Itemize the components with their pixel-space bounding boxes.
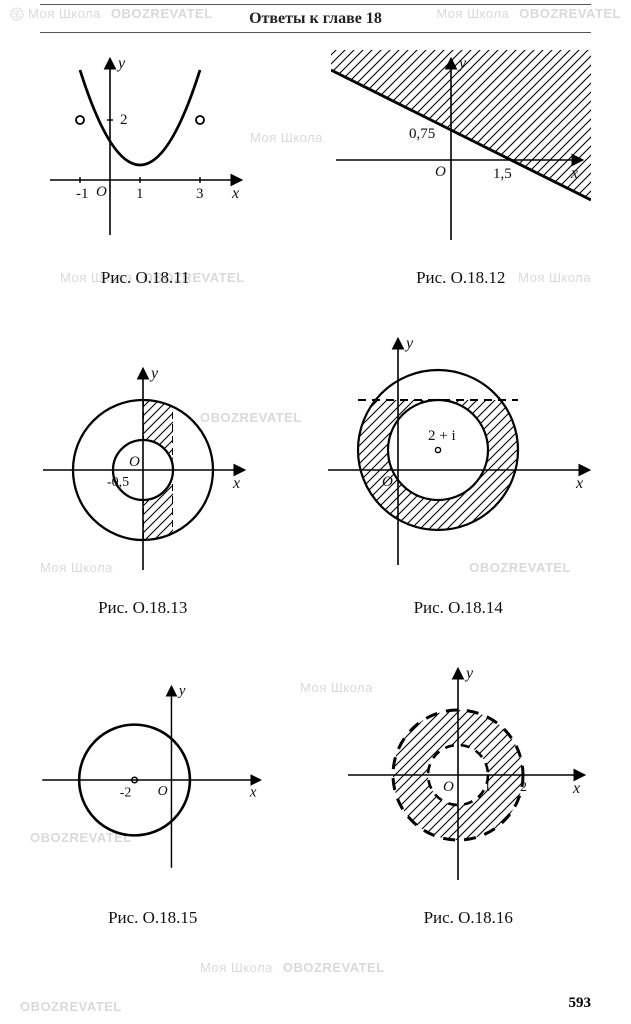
figure-caption: Рис. О.18.11 <box>101 268 190 288</box>
origin-label: O <box>129 454 140 470</box>
rule-bottom <box>40 32 591 33</box>
figure-svg-12: 0,75 1,5 O x y <box>331 50 591 250</box>
figure-caption: Рис. О.18.13 <box>98 598 187 618</box>
x-axis-label: x <box>575 475 583 492</box>
watermark: OBOZREVATEL <box>20 999 122 1014</box>
origin-label: O <box>435 164 446 180</box>
x-axis-label: x <box>249 785 257 801</box>
figure-svg-16: 1 2 O x y <box>338 660 598 890</box>
globe-icon <box>10 7 24 21</box>
figure-row-3: -2 O x y Рис. О.18.15 <box>0 660 631 928</box>
figure-row-1: -1 1 3 2 O x y Рис. О.18.11 <box>0 50 631 288</box>
figure-cell-11: -1 1 3 2 O x y Рис. О.18.11 <box>40 50 250 288</box>
inner-label: -0,5 <box>107 475 129 490</box>
xtick-neg1: -1 <box>76 186 89 202</box>
figure-cell-13: -0,5 O x y Рис. О.18.13 <box>33 360 253 618</box>
x-intercept: 1,5 <box>493 166 512 182</box>
y-axis-label: y <box>457 55 467 72</box>
watermark: Моя Школа OBOZREVATEL <box>200 960 385 975</box>
ytick-2: 2 <box>120 112 128 128</box>
page-number: 593 <box>569 995 592 1012</box>
figure-cell-12: 0,75 1,5 O x y Рис. О.18.12 <box>331 50 591 288</box>
watermark: Моя Школа OBOZREVATEL <box>10 6 213 21</box>
center-label: 2 + i <box>428 428 456 444</box>
figure-cell-16: 1 2 O x y Рис. О.18.16 <box>338 660 598 928</box>
y-axis-label: y <box>177 683 186 699</box>
xtick-3: 3 <box>196 186 204 202</box>
origin-label: O <box>382 474 393 490</box>
rule-top <box>40 4 591 5</box>
figure-svg-13: -0,5 O x y <box>33 360 253 580</box>
xtick-1: 1 <box>136 186 144 202</box>
figure-cell-15: -2 O x y Рис. О.18.15 <box>33 670 273 928</box>
y-axis-label: y <box>149 365 159 382</box>
y-axis-label: y <box>404 335 414 352</box>
origin-label: O <box>96 184 107 200</box>
y-axis-label: y <box>464 665 474 682</box>
figure-caption: Рис. О.18.14 <box>414 598 503 618</box>
figure-svg-15: -2 O x y <box>33 670 273 890</box>
xtick-2: 2 <box>520 780 527 795</box>
figure-svg-14: 2 + i O x y <box>318 330 598 580</box>
watermark: Моя Школа OBOZREVATEL <box>436 6 621 21</box>
figure-caption: Рис. О.18.12 <box>416 268 505 288</box>
x-axis-label: x <box>570 165 578 182</box>
center-label: -2 <box>120 785 132 800</box>
y-intercept: 0,75 <box>409 126 435 142</box>
page: Ответы к главе 18 Моя Школа OBOZREVATEL … <box>0 0 631 1024</box>
x-axis-label: x <box>231 185 239 202</box>
y-axis-label: y <box>116 55 126 72</box>
figure-caption: Рис. О.18.15 <box>108 908 197 928</box>
origin-label: O <box>443 779 454 795</box>
origin-label: O <box>157 783 167 798</box>
x-axis-label: x <box>572 780 580 797</box>
figure-svg-11: -1 1 3 2 O x y <box>40 50 250 250</box>
xtick-1: 1 <box>484 780 491 795</box>
figure-caption: Рис. О.18.16 <box>424 908 513 928</box>
x-axis-label: x <box>232 475 240 492</box>
figure-cell-14: 2 + i O x y Рис. О.18.14 <box>318 330 598 618</box>
figure-row-2: -0,5 O x y Рис. О.18.13 <box>0 330 631 618</box>
